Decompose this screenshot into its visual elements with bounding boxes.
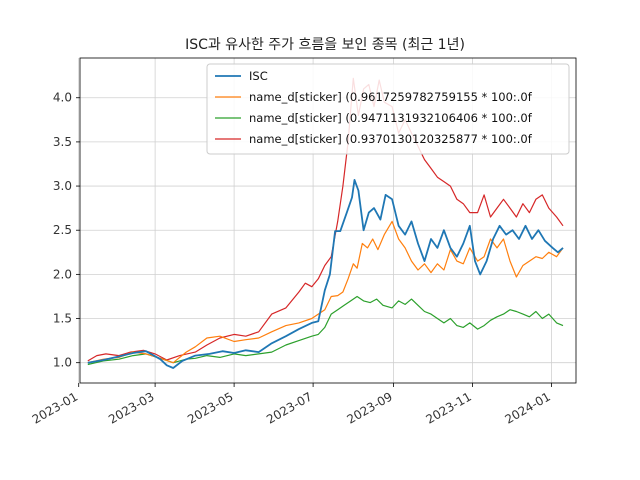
x-tick-label: 2023-11 [423, 389, 473, 426]
y-tick-label: 2.0 [53, 267, 72, 281]
chart-title: ISC과 유사한 주가 흐름을 보인 종목 (최근 1년) [185, 37, 465, 53]
legend-label-3: name_d[sticker] (0.9370130120325877 * 10… [249, 132, 533, 146]
x-tick-label: 2024-01 [502, 389, 552, 426]
x-tick-label: 2023-09 [344, 389, 394, 426]
legend-label-2: name_d[sticker] (0.9471131932106406 * 10… [249, 111, 533, 125]
y-tick-label: 4.0 [53, 91, 72, 105]
y-tick-label: 1.0 [53, 356, 72, 370]
x-tick-label: 2023-07 [264, 389, 314, 426]
legend-box [206, 63, 570, 155]
series-line-1 [87, 220, 564, 364]
series-line-2 [87, 295, 564, 366]
y-tick-label: 3.0 [53, 179, 72, 193]
x-axis: 2023-01 2023-03 2023-05 2023-07 2023-09 2023-… [30, 383, 553, 427]
legend: ISC name_d[sticker] (0.9617259782759155 *… [206, 63, 570, 155]
x-tick-label: 2023-01 [30, 389, 80, 426]
legend-label-1: name_d[sticker] (0.9617259782759155 * 10… [249, 90, 533, 104]
x-tick-label: 2023-03 [106, 389, 156, 426]
y-tick-label: 2.5 [53, 223, 72, 237]
x-tick-label: 2023-05 [185, 389, 235, 426]
plot-frame [79, 57, 577, 384]
legend-label-0: ISC [249, 69, 268, 83]
y-tick-label: 1.5 [53, 312, 72, 326]
y-tick-label: 3.5 [53, 135, 72, 149]
series-line-0 [87, 178, 564, 369]
y-axis: 1.0 1.5 2.0 2.5 3.0 3.5 4.0 [53, 91, 80, 370]
